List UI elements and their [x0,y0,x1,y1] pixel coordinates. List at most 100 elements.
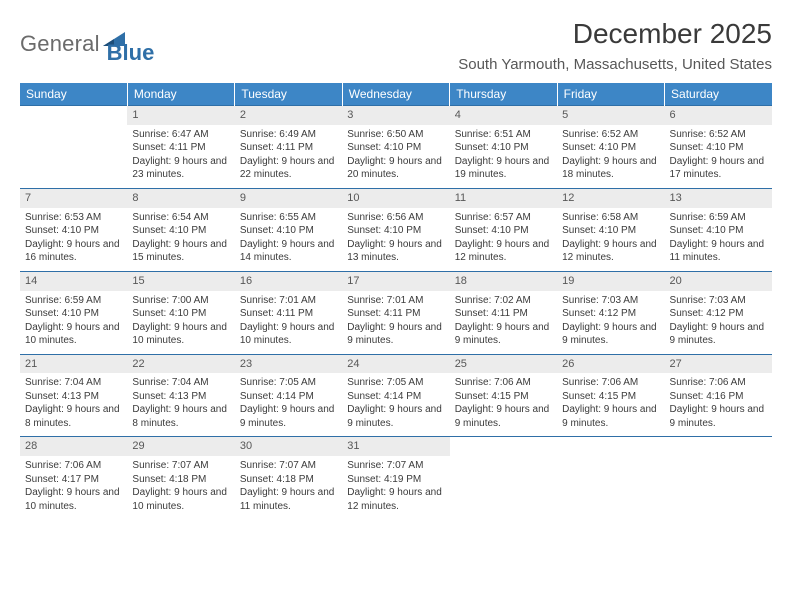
sunrise-line: Sunrise: 6:53 AM [25,211,122,225]
daylight-line: Daylight: 9 hours and 19 minutes. [455,155,552,182]
day-number: 21 [20,355,127,374]
sunrise-line: Sunrise: 6:51 AM [455,128,552,142]
calendar-day-cell: 4Sunrise: 6:51 AMSunset: 4:10 PMDaylight… [450,106,557,189]
calendar-day-cell: 29Sunrise: 7:07 AMSunset: 4:18 PMDayligh… [127,437,234,519]
calendar-day-cell: 20 Sunrise: 7:03 AMSunset: 4:12 PMDayligh… [665,271,772,354]
sunset-line: Sunset: 4:16 PM [670,390,767,404]
sunrise-line: Sunrise: 7:06 AM [670,376,767,390]
calendar-day-cell: 10Sunrise: 6:56 AMSunset: 4:10 PMDayligh… [342,188,449,271]
daylight-line: Daylight: 9 hours and 9 minutes. [455,403,552,430]
day-detail: Sunrise: 6:57 AMSunset: 4:10 PMDaylight:… [450,208,557,271]
calendar-day-cell: 24Sunrise: 7:05 AMSunset: 4:14 PMDayligh… [342,354,449,437]
sunrise-line: Sunrise: 7:07 AM [240,459,337,473]
day-detail: Sunrise: 7:07 AMSunset: 4:18 PMDaylight:… [127,456,234,519]
day-number: 16 [235,272,342,291]
daylight-line: Daylight: 9 hours and 18 minutes. [562,155,659,182]
day-number: 23 [235,355,342,374]
day-number: 6 [665,106,772,125]
day-detail: Sunrise: 7:03 AMSunset: 4:12 PMDaylight:… [557,291,664,354]
day-number: 22 [127,355,234,374]
day-detail: Sunrise: 6:59 AMSunset: 4:10 PMDaylight:… [665,208,772,271]
daylight-line: Daylight: 9 hours and 8 minutes. [132,403,229,430]
calendar-day-cell: 3Sunrise: 6:50 AMSunset: 4:10 PMDaylight… [342,106,449,189]
calendar-day-cell: 23Sunrise: 7:05 AMSunset: 4:14 PMDayligh… [235,354,342,437]
sunset-line: Sunset: 4:10 PM [347,224,444,238]
sunrise-line: Sunrise: 7:07 AM [132,459,229,473]
calendar-header-cell: Monday [127,83,234,106]
daylight-line: Daylight: 9 hours and 10 minutes. [25,321,122,348]
sunrise-line: Sunrise: 6:59 AM [25,294,122,308]
sunset-line: Sunset: 4:15 PM [562,390,659,404]
sunset-line: Sunset: 4:10 PM [455,224,552,238]
sunrise-line: Sunrise: 7:04 AM [25,376,122,390]
daylight-line: Daylight: 9 hours and 10 minutes. [132,486,229,513]
calendar-day-cell: 6 Sunrise: 6:52 AMSunset: 4:10 PMDaylight… [665,106,772,189]
sunset-line: Sunset: 4:15 PM [455,390,552,404]
day-detail: Sunrise: 7:06 AMSunset: 4:15 PMDaylight:… [450,373,557,436]
sunset-line: Sunset: 4:11 PM [132,141,229,155]
sunset-line: Sunset: 4:11 PM [347,307,444,321]
page-title: December 2025 [458,18,772,50]
day-number: 30 [235,437,342,456]
day-number: 7 [20,189,127,208]
calendar-header-cell: Tuesday [235,83,342,106]
day-number: 18 [450,272,557,291]
calendar-day-cell: 14Sunrise: 6:59 AMSunset: 4:10 PMDayligh… [20,271,127,354]
day-number: 20 [665,272,772,291]
day-number: 15 [127,272,234,291]
daylight-line: Daylight: 9 hours and 9 minutes. [347,321,444,348]
day-number: 13 [665,189,772,208]
day-detail: Sunrise: 6:47 AMSunset: 4:11 PMDaylight:… [127,125,234,188]
sunrise-line: Sunrise: 7:03 AM [670,294,767,308]
sunrise-line: Sunrise: 7:01 AM [240,294,337,308]
calendar-day-cell: 18Sunrise: 7:02 AMSunset: 4:11 PMDayligh… [450,271,557,354]
calendar-day-cell: 31Sunrise: 7:07 AMSunset: 4:19 PMDayligh… [342,437,449,519]
day-number: 10 [342,189,449,208]
calendar-day-cell: 13Sunrise: 6:59 AMSunset: 4:10 PMDayligh… [665,188,772,271]
logo: General Blue [20,22,154,66]
sunset-line: Sunset: 4:14 PM [347,390,444,404]
sunset-line: Sunset: 4:10 PM [670,141,767,155]
sunrise-line: Sunrise: 7:06 AM [455,376,552,390]
sunrise-line: Sunrise: 7:04 AM [132,376,229,390]
daylight-line: Daylight: 9 hours and 15 minutes. [132,238,229,265]
sunset-line: Sunset: 4:12 PM [670,307,767,321]
day-detail: Sunrise: 7:00 AMSunset: 4:10 PMDaylight:… [127,291,234,354]
sunset-line: Sunset: 4:11 PM [240,141,337,155]
daylight-line: Daylight: 9 hours and 17 minutes. [670,155,767,182]
daylight-line: Daylight: 9 hours and 9 minutes. [240,403,337,430]
day-number: 14 [20,272,127,291]
sunset-line: Sunset: 4:11 PM [240,307,337,321]
day-detail: Sunrise: 6:51 AMSunset: 4:10 PMDaylight:… [450,125,557,188]
calendar-day-cell: 11Sunrise: 6:57 AMSunset: 4:10 PMDayligh… [450,188,557,271]
calendar-day-cell: 12Sunrise: 6:58 AMSunset: 4:10 PMDayligh… [557,188,664,271]
sunset-line: Sunset: 4:10 PM [132,307,229,321]
calendar-header-cell: Saturday [665,83,772,106]
daylight-line: Daylight: 9 hours and 10 minutes. [25,486,122,513]
sunrise-line: Sunrise: 6:52 AM [670,128,767,142]
sunrise-line: Sunrise: 6:50 AM [347,128,444,142]
calendar-day-cell: 17Sunrise: 7:01 AMSunset: 4:11 PMDayligh… [342,271,449,354]
day-detail: Sunrise: 7:04 AMSunset: 4:13 PMDaylight:… [127,373,234,436]
sunset-line: Sunset: 4:18 PM [240,473,337,487]
sunrise-line: Sunrise: 7:06 AM [562,376,659,390]
day-detail: Sunrise: 7:06 AMSunset: 4:17 PMDaylight:… [20,456,127,519]
day-detail: Sunrise: 7:04 AMSunset: 4:13 PMDaylight:… [20,373,127,436]
day-number: 29 [127,437,234,456]
daylight-line: Daylight: 9 hours and 9 minutes. [670,321,767,348]
sunset-line: Sunset: 4:10 PM [670,224,767,238]
sunrise-line: Sunrise: 7:05 AM [347,376,444,390]
day-number: 24 [342,355,449,374]
day-detail: Sunrise: 6:50 AMSunset: 4:10 PMDaylight:… [342,125,449,188]
daylight-line: Daylight: 9 hours and 11 minutes. [240,486,337,513]
daylight-line: Daylight: 9 hours and 22 minutes. [240,155,337,182]
sunset-line: Sunset: 4:10 PM [347,141,444,155]
calendar-day-cell: 26Sunrise: 7:06 AMSunset: 4:15 PMDayligh… [557,354,664,437]
day-number: 2 [235,106,342,125]
logo-word-blue: Blue [107,40,155,66]
sunset-line: Sunset: 4:13 PM [132,390,229,404]
day-detail: Sunrise: 7:01 AMSunset: 4:11 PMDaylight:… [342,291,449,354]
day-detail: Sunrise: 6:55 AMSunset: 4:10 PMDaylight:… [235,208,342,271]
daylight-line: Daylight: 9 hours and 9 minutes. [670,403,767,430]
day-number: 9 [235,189,342,208]
